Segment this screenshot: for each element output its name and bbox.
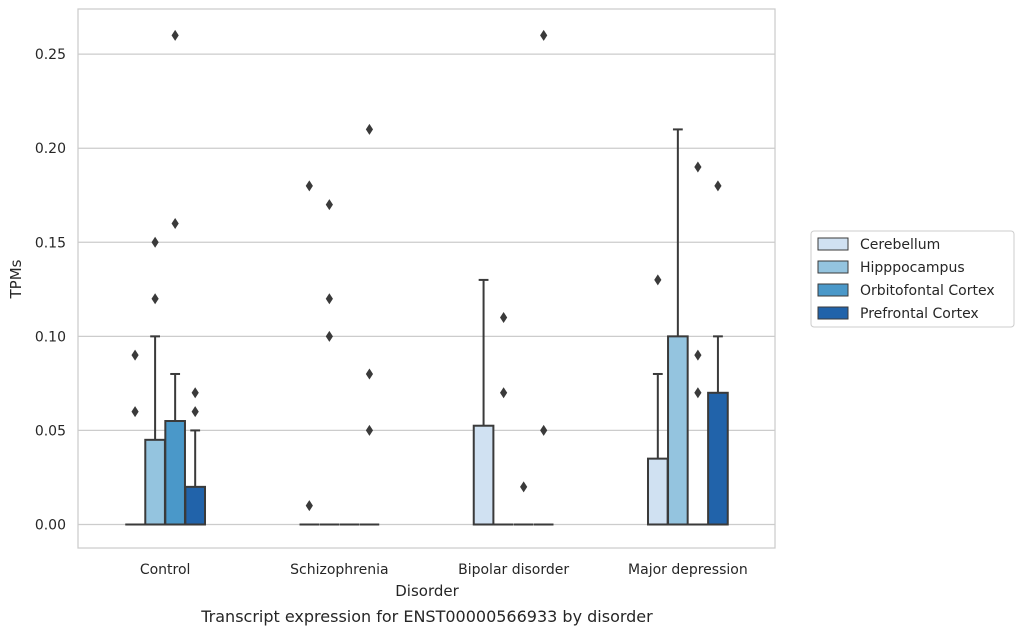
box	[319, 199, 340, 526]
outlier-point	[325, 293, 333, 305]
box-body	[164, 420, 186, 526]
chart-caption: Transcript expression for ENST0000056693…	[200, 607, 653, 626]
outlier-point	[191, 387, 199, 399]
outlier-point	[131, 349, 139, 361]
y-tick-label: 0.05	[35, 423, 66, 439]
box-body	[144, 438, 166, 526]
outlier-point	[131, 406, 139, 418]
outlier-point	[540, 424, 548, 436]
category-group	[472, 29, 554, 526]
x-tick-label: Major depression	[628, 562, 748, 578]
outlier-point	[191, 406, 199, 418]
outlier-point	[500, 387, 508, 399]
box	[184, 387, 207, 526]
y-axis-ticks: 0.00 0.05 0.10 0.15 0.20 0.25	[35, 47, 66, 533]
y-tick-label: 0.00	[35, 517, 66, 533]
box	[359, 123, 380, 526]
y-tick-label: 0.25	[35, 47, 66, 63]
y-tick-label: 0.15	[35, 235, 66, 251]
outlier-point	[171, 217, 179, 229]
legend: Cerebellum Hipppocampus Orbitofontal Corte…	[810, 230, 1015, 328]
legend-label: Prefrontal Cortex	[860, 306, 979, 322]
outlier-point	[714, 180, 722, 192]
outlier-point	[305, 500, 313, 512]
legend-label: Hipppocampus	[860, 260, 965, 276]
box	[472, 278, 495, 526]
outlier-point	[540, 29, 548, 41]
legend-label: Orbitofontal Cortex	[860, 283, 995, 299]
category-group	[125, 29, 207, 526]
category-group	[646, 128, 729, 526]
category-group	[299, 123, 380, 526]
box	[299, 180, 320, 526]
box	[144, 236, 166, 526]
outlier-point	[694, 349, 702, 361]
box-body	[646, 457, 669, 526]
legend-swatch	[817, 306, 849, 320]
box	[164, 29, 186, 526]
outlier-point	[365, 368, 374, 380]
box	[533, 29, 554, 526]
outlier-point	[151, 293, 159, 305]
box	[646, 274, 669, 526]
outlier-point	[654, 274, 662, 286]
box-body	[184, 485, 207, 526]
box	[493, 312, 514, 526]
box-body	[472, 424, 495, 526]
box-body	[707, 391, 729, 526]
x-axis-ticks: Control Schizophrenia Bipolar disorder Majo…	[140, 562, 748, 578]
outlier-point	[325, 199, 333, 211]
outlier-point	[305, 180, 313, 192]
x-tick-label: Bipolar disorder	[458, 562, 569, 578]
plot-area	[77, 8, 776, 549]
legend-swatch	[817, 260, 849, 274]
outlier-point	[694, 387, 702, 399]
y-axis-label: TPMs	[7, 259, 25, 299]
box	[513, 481, 534, 526]
x-tick-label: Schizophrenia	[290, 562, 388, 578]
box	[667, 128, 689, 526]
y-tick-label: 0.20	[35, 141, 66, 157]
outlier-point	[365, 424, 374, 436]
outlier-point	[500, 312, 508, 324]
outlier-point	[365, 123, 374, 135]
box	[688, 161, 708, 526]
outlier-point	[171, 29, 179, 41]
box	[125, 349, 145, 526]
x-tick-label: Control	[140, 562, 191, 578]
legend-frame	[810, 230, 1015, 328]
box	[707, 180, 729, 526]
outlier-point	[520, 481, 528, 493]
legend-swatch	[817, 283, 849, 297]
outlier-point	[151, 236, 159, 248]
legend-swatch	[817, 237, 849, 251]
box-body	[667, 335, 689, 526]
outlier-point	[694, 161, 702, 173]
plot-frame	[77, 8, 776, 549]
legend-label: Cerebellum	[860, 237, 940, 253]
box-groups	[125, 29, 729, 526]
x-axis-label: Disorder	[395, 582, 459, 600]
y-tick-label: 0.10	[35, 329, 66, 345]
outlier-point	[325, 330, 333, 342]
